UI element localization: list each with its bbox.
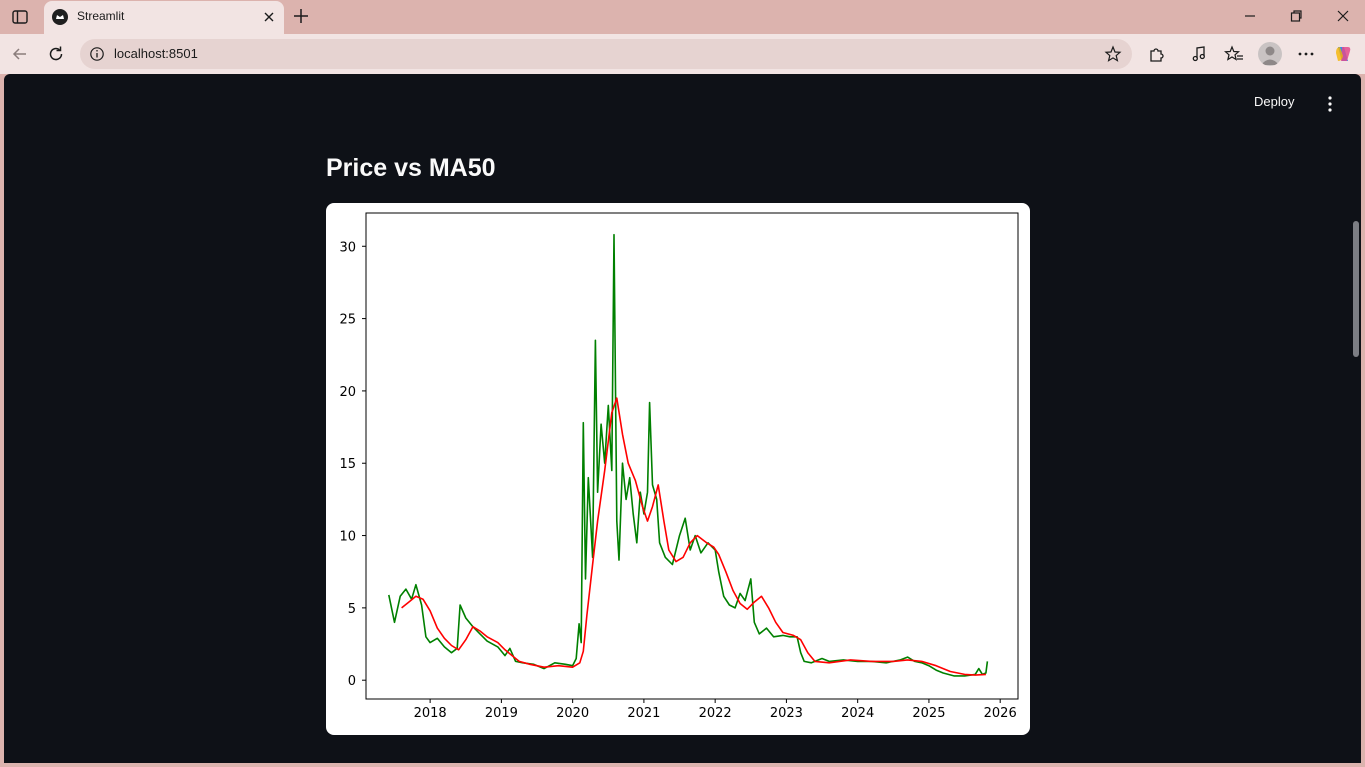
y-axis: 0 5 10 15 20 25 30 bbox=[339, 240, 366, 689]
restore-icon[interactable] bbox=[1288, 8, 1304, 24]
x-tick-label: 2024 bbox=[841, 706, 874, 721]
reload-icon[interactable] bbox=[46, 44, 66, 64]
minimize-icon[interactable] bbox=[1242, 8, 1258, 24]
app-viewport: Deploy Price vs MA50 2018 2019 2020 2021 202… bbox=[4, 74, 1361, 763]
window-bottom-edge bbox=[0, 763, 1365, 767]
url-text[interactable]: localhost:8501 bbox=[114, 46, 198, 61]
y-tick-label: 20 bbox=[339, 385, 356, 400]
streamlit-crown-icon bbox=[52, 9, 68, 25]
main-menu-icon[interactable] bbox=[1322, 94, 1338, 114]
arrow-left-icon[interactable] bbox=[10, 44, 30, 64]
favorites-icon[interactable] bbox=[1224, 44, 1244, 64]
x-tick-label: 2021 bbox=[627, 706, 660, 721]
star-icon[interactable] bbox=[1104, 45, 1122, 63]
info-icon[interactable] bbox=[89, 46, 105, 62]
price-line bbox=[388, 233, 989, 677]
y-tick-label: 5 bbox=[348, 602, 356, 617]
y-tick-label: 25 bbox=[339, 313, 356, 328]
browser-tab[interactable]: Streamlit bbox=[44, 1, 284, 34]
page-title: Price vs MA50 bbox=[326, 154, 496, 182]
avatar-icon[interactable] bbox=[1258, 42, 1282, 66]
more-horizontal-icon[interactable] bbox=[1296, 44, 1316, 64]
x-axis: 2018 2019 2020 2021 2022 2023 2024 2025 2026 bbox=[414, 699, 1017, 721]
tab-strip: Streamlit bbox=[0, 0, 1365, 34]
scrollbar[interactable] bbox=[1353, 221, 1359, 357]
x-tick-label: 2018 bbox=[414, 706, 447, 721]
puzzle-icon[interactable] bbox=[1147, 44, 1167, 64]
y-tick-label: 0 bbox=[348, 674, 356, 689]
music-note-icon[interactable] bbox=[1189, 44, 1209, 64]
plot-frame bbox=[365, 212, 1019, 700]
y-tick-label: 30 bbox=[339, 240, 356, 255]
ma50-line bbox=[401, 397, 986, 676]
close-icon[interactable] bbox=[262, 10, 276, 24]
y-tick-label: 10 bbox=[339, 530, 356, 545]
x-tick-label: 2022 bbox=[699, 706, 732, 721]
y-tick-label: 15 bbox=[339, 457, 356, 472]
tab-title: Streamlit bbox=[77, 9, 125, 23]
plus-icon[interactable] bbox=[292, 7, 310, 25]
series-group bbox=[388, 233, 989, 677]
deploy-button[interactable]: Deploy bbox=[1254, 94, 1295, 109]
copilot-icon[interactable] bbox=[1333, 44, 1353, 64]
x-tick-label: 2025 bbox=[912, 706, 945, 721]
window-close-icon[interactable] bbox=[1335, 8, 1351, 24]
x-tick-label: 2019 bbox=[485, 706, 518, 721]
address-bar[interactable]: localhost:8501 bbox=[80, 39, 1132, 69]
x-tick-label: 2026 bbox=[984, 706, 1017, 721]
x-tick-label: 2023 bbox=[770, 706, 803, 721]
price-ma-chart: 2018 2019 2020 2021 2022 2023 2024 2025 2026 051… bbox=[339, 212, 1019, 721]
x-tick-label: 2020 bbox=[556, 706, 589, 721]
navigation-bar: localhost:8501 bbox=[0, 34, 1365, 74]
sidebar-toggle-icon[interactable] bbox=[10, 7, 30, 27]
